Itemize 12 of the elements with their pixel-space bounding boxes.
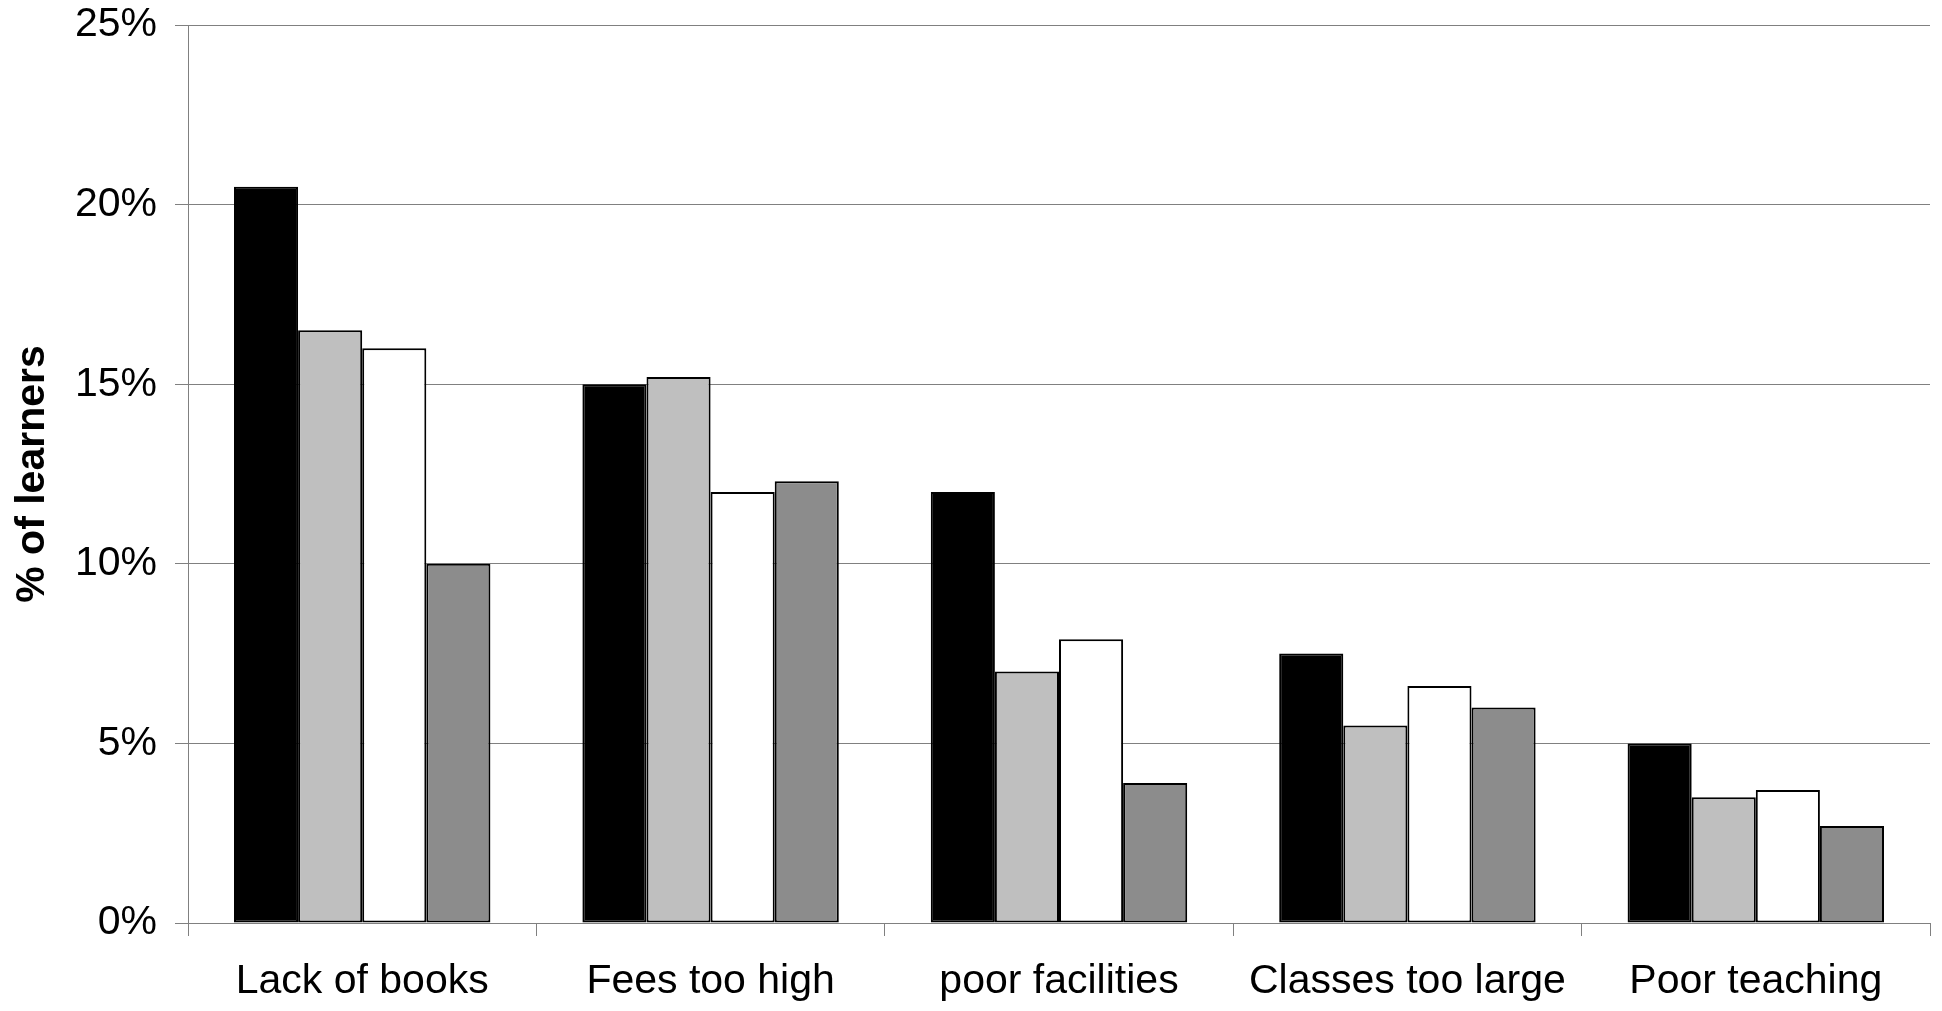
x-tick-label: poor facilities <box>939 955 1179 1002</box>
x-tick-label: Classes too large <box>1249 955 1566 1002</box>
y-axis-title: % of learners <box>6 345 53 603</box>
x-tick-label: Poor teaching <box>1629 955 1883 1002</box>
y-tick-label: 0% <box>97 897 157 944</box>
y-tick-label: 20% <box>74 178 157 225</box>
x-tick-label: Fees too high <box>586 955 835 1002</box>
x-tick-label: Lack of books <box>235 955 489 1002</box>
y-tick-label: 15% <box>74 358 157 405</box>
y-tick-label: 25% <box>74 0 157 46</box>
y-tick-label: 10% <box>74 538 157 585</box>
y-tick-label: 5% <box>97 717 157 764</box>
